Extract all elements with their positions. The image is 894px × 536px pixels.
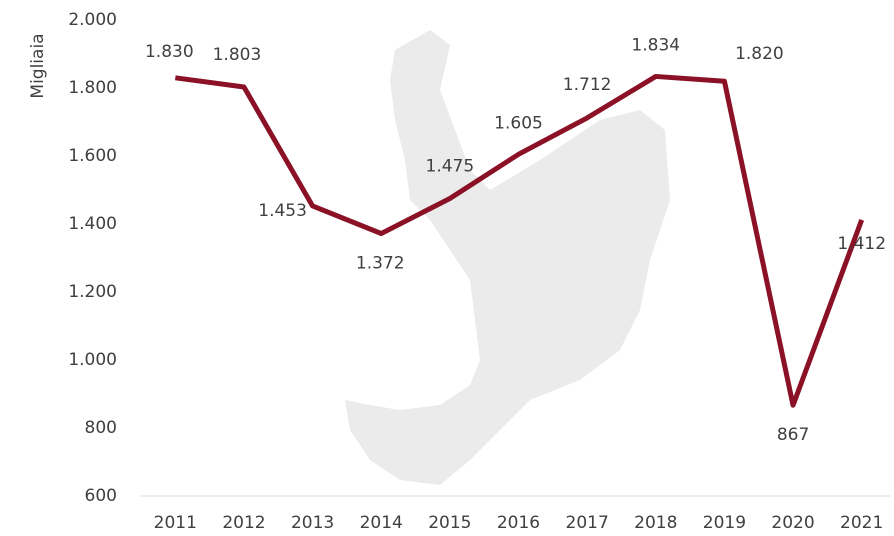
- x-tick-label: 2014: [360, 513, 403, 533]
- data-label: 1.475: [426, 157, 475, 177]
- x-tick-label: 2011: [154, 513, 197, 533]
- data-label: 1.830: [145, 42, 194, 62]
- y-tick-label: 2.000: [68, 10, 117, 30]
- data-label: 1.820: [735, 44, 784, 64]
- y-axis-label: Migliaia: [28, 33, 48, 98]
- x-tick-label: 2013: [291, 513, 334, 533]
- y-tick-label: 1.600: [68, 146, 117, 166]
- x-tick-label: 2020: [771, 513, 814, 533]
- y-tick-label: 800: [85, 418, 117, 438]
- data-label: 867: [777, 425, 809, 445]
- y-tick-label: 600: [85, 486, 117, 506]
- data-label: 1.372: [356, 254, 405, 274]
- background-map: [345, 30, 670, 485]
- y-tick-label: 1.200: [68, 282, 117, 302]
- x-tick-label: 2017: [566, 513, 609, 533]
- x-tick-label: 2012: [222, 513, 265, 533]
- y-tick-label: 1.400: [68, 214, 117, 234]
- y-tick-label: 1.000: [68, 350, 117, 370]
- x-tick-label: 2015: [428, 513, 471, 533]
- data-label: 1.803: [213, 45, 262, 65]
- x-tick-label: 2021: [840, 513, 883, 533]
- data-line: [174, 73, 865, 408]
- x-tick-label: 2018: [634, 513, 677, 533]
- data-label: 1.453: [258, 201, 307, 221]
- data-label: 1.605: [494, 113, 543, 133]
- y-tick-label: 1.800: [68, 78, 117, 98]
- x-tick-label: 2019: [703, 513, 746, 533]
- data-label: 1.834: [631, 35, 680, 55]
- data-label: 1.412: [837, 234, 886, 254]
- data-label: 1.712: [563, 75, 612, 95]
- x-tick-label: 2016: [497, 513, 540, 533]
